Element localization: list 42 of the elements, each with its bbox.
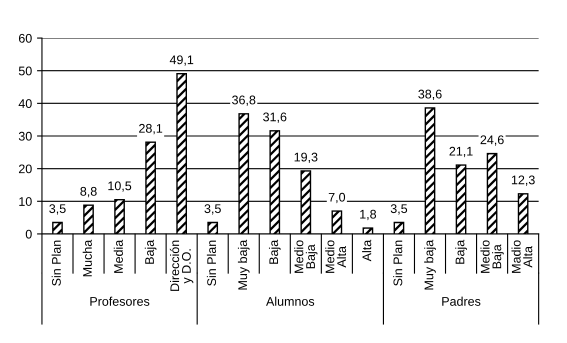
x-tick-label: Baja bbox=[144, 240, 156, 264]
data-label: 36,8 bbox=[232, 96, 256, 106]
text: Profesores bbox=[90, 296, 150, 306]
y-tick-label: 10 bbox=[19, 197, 32, 206]
x-tick-label: Sin Plan bbox=[393, 240, 402, 286]
data-label: 31,6 bbox=[263, 112, 286, 123]
x-tick-label: Dirección y D.O. bbox=[170, 240, 194, 291]
x-tick-label: Muy baja bbox=[424, 240, 436, 290]
x-tick-label: Baja bbox=[268, 240, 281, 264]
x-tick-label: Medio Baja bbox=[480, 240, 504, 273]
data-label: 3,5 bbox=[49, 204, 66, 215]
data-label: 3,5 bbox=[390, 204, 408, 215]
data-label: 12,3 bbox=[512, 176, 535, 186]
x-tick-label: Sin Plan bbox=[52, 240, 61, 286]
x-tick-label: Mucha bbox=[82, 240, 92, 276]
x-tick-label: Media bbox=[114, 240, 123, 273]
data-label: 49,1 bbox=[170, 55, 194, 66]
y-tick-label: 0 bbox=[26, 230, 32, 239]
text: Padres bbox=[442, 296, 480, 306]
data-label: 24,6 bbox=[480, 135, 504, 146]
data-label: 38,6 bbox=[418, 90, 442, 100]
data-label: 21,1 bbox=[450, 146, 473, 158]
y-tick-label: 60 bbox=[18, 34, 32, 43]
x-tick-label: Muy baja bbox=[238, 240, 250, 290]
x-tick-label: Medio Baja bbox=[294, 240, 318, 273]
x-tick-label: Medio Alta bbox=[325, 240, 346, 273]
y-tick-label: 20 bbox=[18, 164, 32, 174]
data-label: 19,3 bbox=[294, 152, 318, 163]
x-tick-label: Madio Alta bbox=[511, 240, 532, 273]
x-tick-label: Sin Plan bbox=[206, 240, 216, 286]
data-label: 3,5 bbox=[204, 204, 221, 215]
data-label: 28,1 bbox=[139, 124, 162, 134]
text: Alumnos bbox=[266, 296, 314, 306]
data-label: 1,8 bbox=[360, 210, 376, 220]
data-label: 8,8 bbox=[80, 186, 97, 198]
y-tick-label: 40 bbox=[18, 99, 32, 108]
data-label: 10,5 bbox=[108, 181, 132, 192]
x-tick-label: Baja bbox=[455, 240, 467, 264]
y-tick-label: 30 bbox=[18, 132, 32, 141]
y-tick-label: 50 bbox=[18, 66, 32, 76]
data-label: 7,0 bbox=[328, 192, 346, 204]
x-tick-label: Alta bbox=[362, 240, 372, 262]
